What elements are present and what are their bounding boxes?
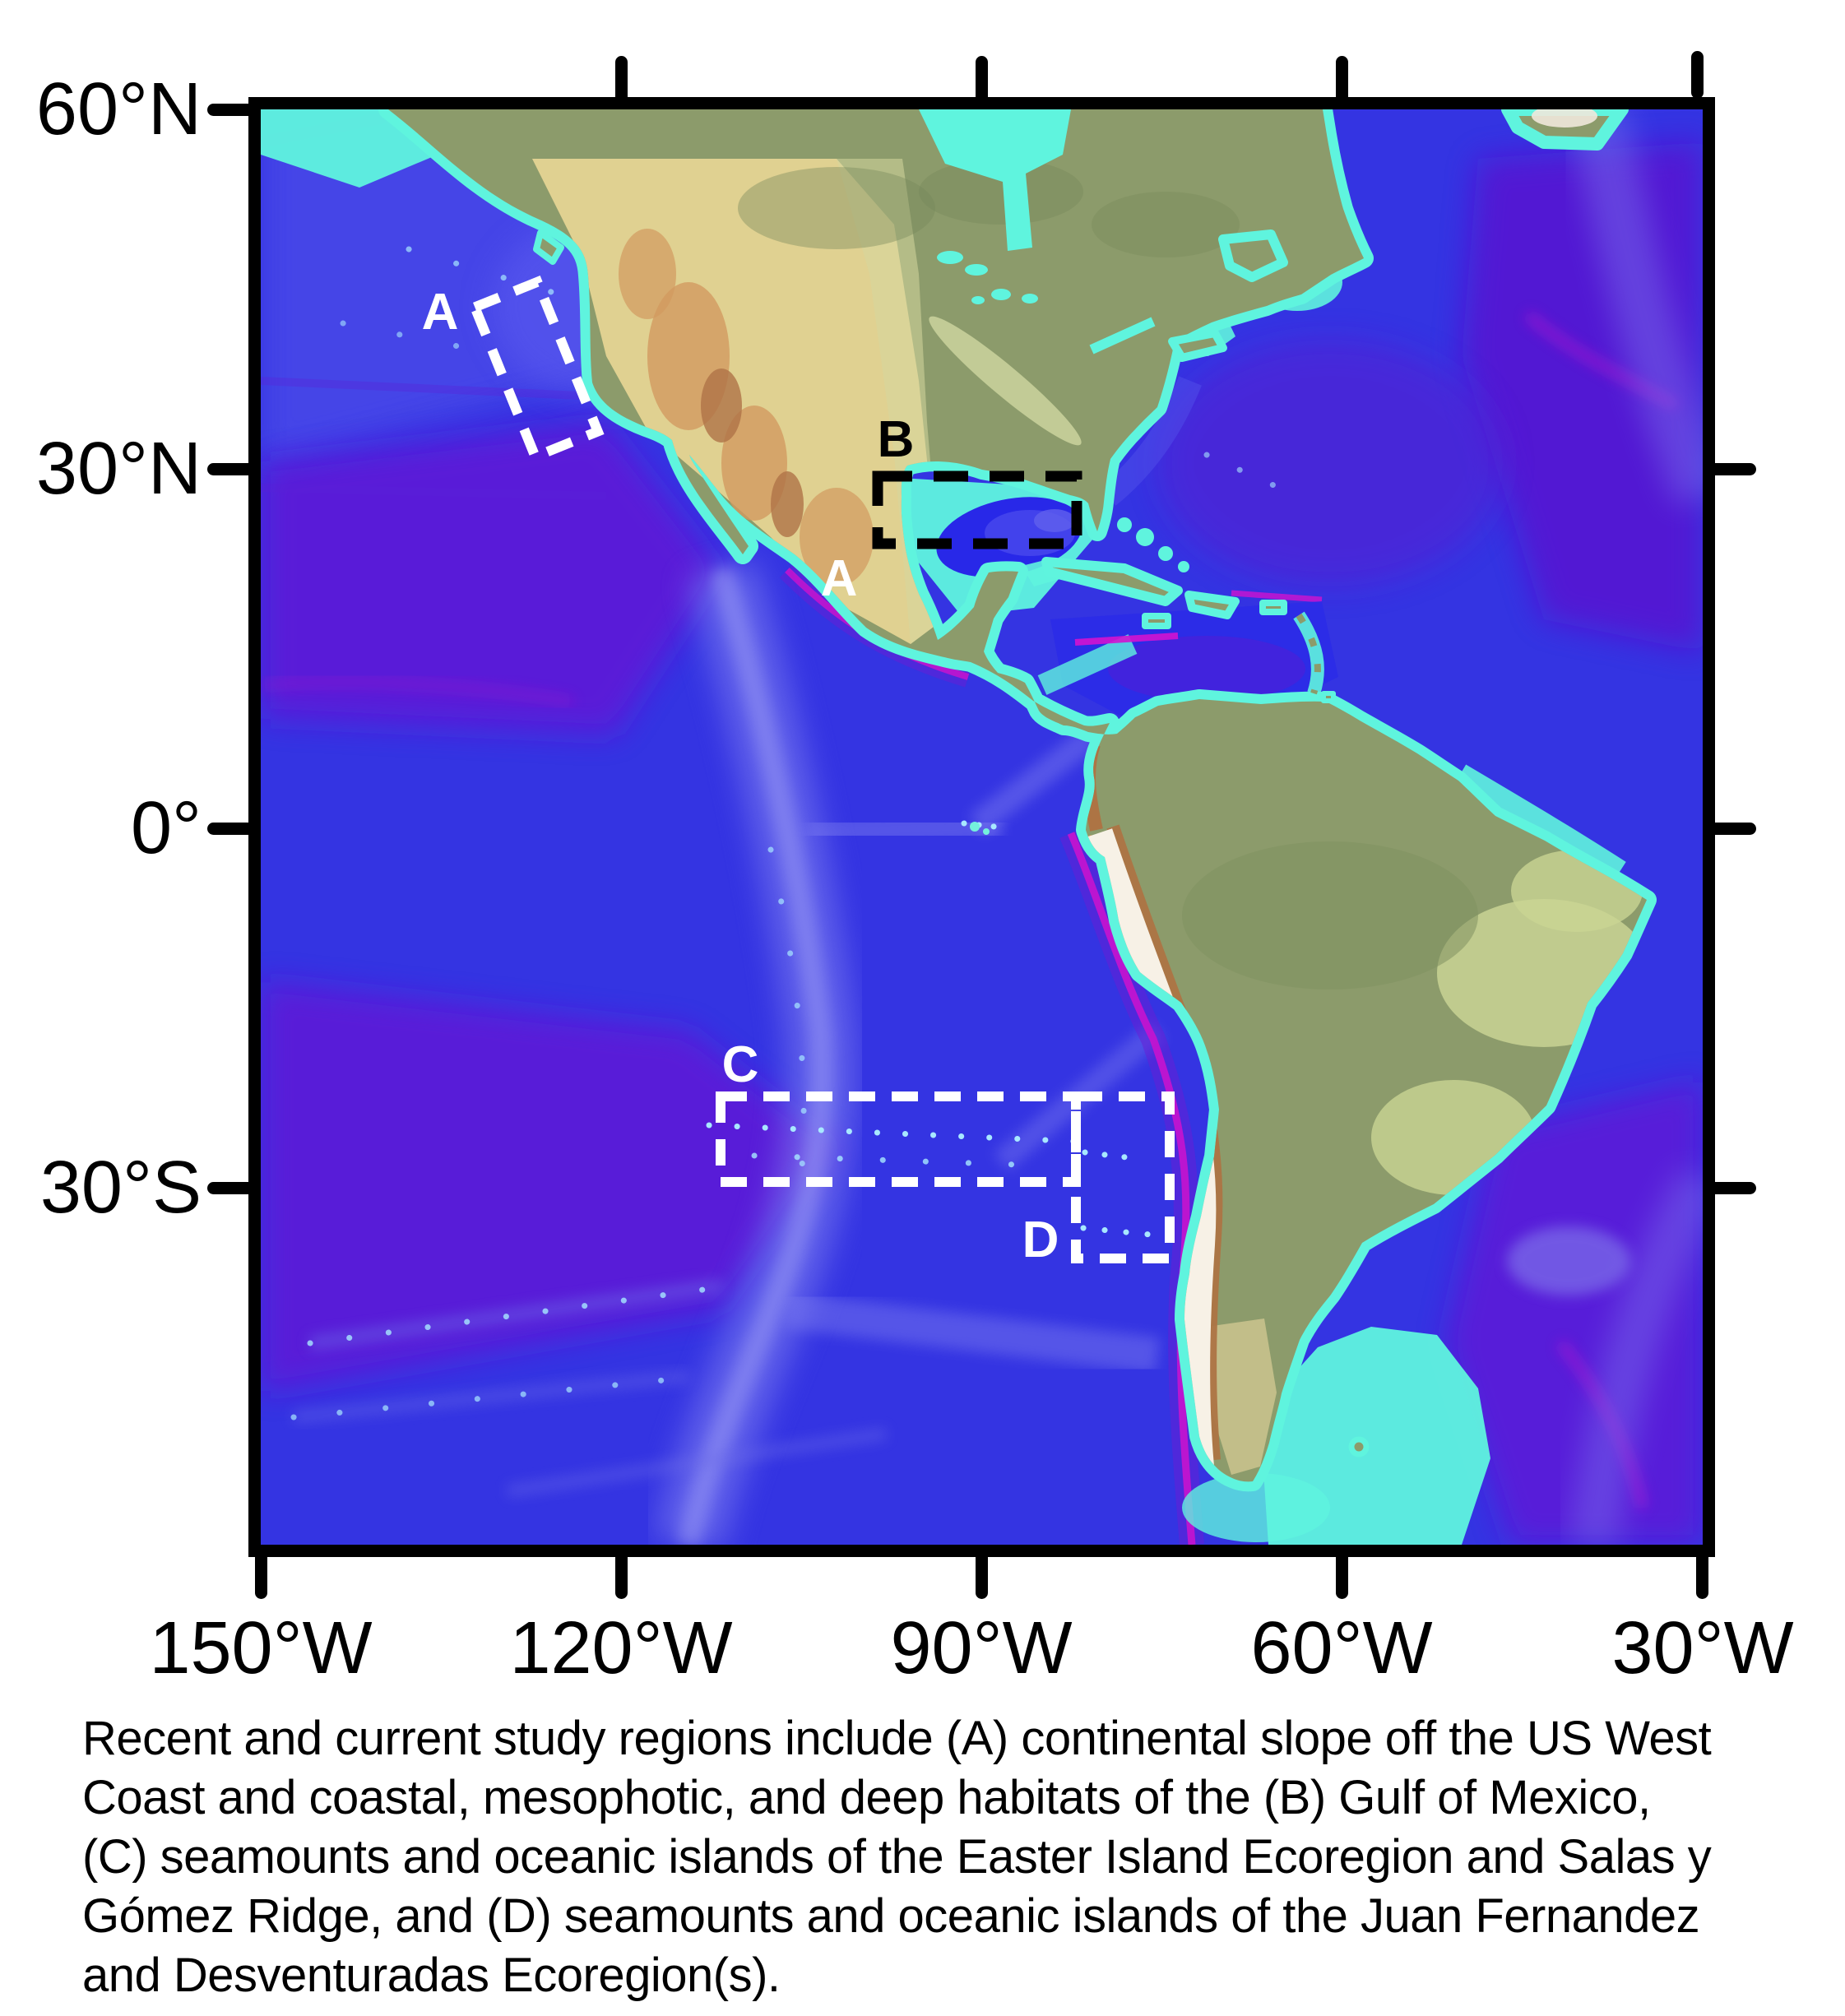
region-a-box: [468, 275, 605, 464]
region-c-label: C: [722, 1036, 759, 1093]
islands: [533, 109, 1629, 1458]
tick-bottom-150w: [255, 1551, 267, 1599]
caption-line: and Desventuradas Ecoregion(s).: [82, 1949, 781, 2002]
region-a-label-mexico: A: [821, 550, 858, 607]
tick-bottom-120w: [615, 1551, 628, 1599]
caption-line: (C) seamounts and oceanic islands of the…: [82, 1830, 1712, 1884]
region-d-box: [1071, 1091, 1175, 1263]
tick-right-30s: [1708, 1182, 1756, 1194]
caribbean-basin: [1050, 601, 1338, 718]
region-d-label: D: [1022, 1212, 1059, 1268]
region-b-label: B: [878, 411, 915, 468]
region-c-box: [716, 1091, 1081, 1187]
tick-left-30s: [207, 1182, 255, 1194]
x-axis-label-150w: 150°W: [149, 1607, 373, 1689]
y-axis-label-30n: 30°N: [35, 428, 202, 510]
study-region-boxes: [468, 275, 1175, 1263]
region-b-box: [872, 470, 1082, 549]
tick-top-30w: [1691, 51, 1704, 99]
tick-bottom-60w: [1336, 1551, 1348, 1599]
tick-right-30n: [1708, 463, 1756, 475]
region-a-label: A: [422, 284, 459, 341]
y-axis-label-30s: 30°S: [39, 1147, 202, 1229]
caption-line: Recent and current study regions include…: [82, 1712, 1712, 1765]
caption-line: Gómez Ridge, and (D) seamounts and ocean…: [82, 1889, 1700, 1943]
shallow-shelf-areas: [261, 109, 1490, 1545]
figure-caption: Recent and current study regions include…: [82, 1709, 1785, 2005]
tick-left-0: [207, 823, 255, 835]
x-axis-label-90w: 90°W: [890, 1607, 1073, 1689]
x-axis-label-60w: 60°W: [1250, 1607, 1433, 1689]
tick-top-90w: [976, 56, 988, 104]
bathymetry-relief-map: A A B C D: [261, 109, 1703, 1545]
y-axis-label-60n: 60°N: [35, 68, 202, 151]
tick-bottom-30w: [1696, 1551, 1708, 1599]
x-axis-label-120w: 120°W: [509, 1607, 733, 1689]
inland-water: [919, 109, 1156, 355]
study-region-labels: A A B C D: [422, 284, 1059, 1268]
land-layer: [388, 109, 1651, 1481]
tick-left-30n: [207, 463, 255, 475]
x-axis-label-30w: 30°W: [1611, 1607, 1794, 1689]
y-axis-label-0: 0°: [130, 787, 202, 869]
tick-right-0: [1708, 823, 1756, 835]
tick-left-60n: [207, 104, 255, 116]
tick-top-60w: [1336, 56, 1348, 104]
caption-line: Coast and coastal, mesophotic, and deep …: [82, 1771, 1651, 1824]
tick-bottom-90w: [976, 1551, 988, 1599]
tick-top-120w: [615, 56, 628, 104]
